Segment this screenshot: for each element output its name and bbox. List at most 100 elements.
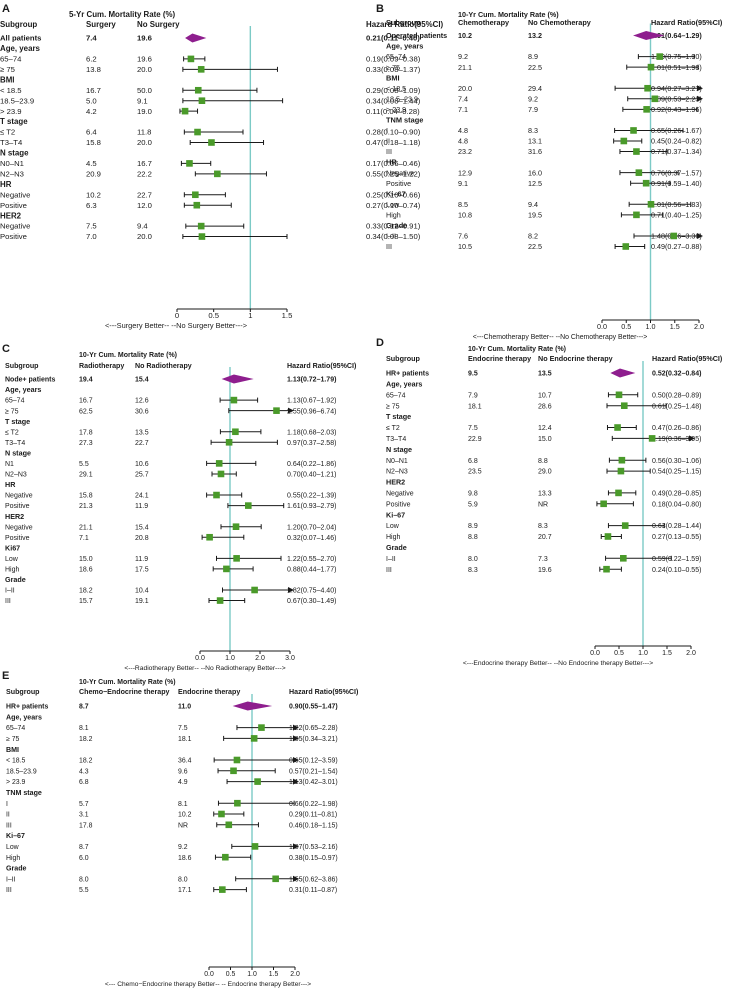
overall-label: All patients <box>0 34 41 43</box>
subgroup-row-label: Negative <box>0 222 30 231</box>
hr-point-marker <box>225 821 233 829</box>
subgroup-row-hr-text: 1.22(0.65–2.28) <box>289 725 338 732</box>
subgroup-row-value-a: 15.7 <box>79 598 93 605</box>
subgroup-row-hr-text: 0.47(0.18–1.18) <box>366 138 421 147</box>
header-group-a: Radiotherapy <box>79 362 124 370</box>
overall-hr-text: 0.90(0.55–1.47) <box>289 704 338 711</box>
subgroup-title: Age, years <box>386 42 423 51</box>
hr-point-marker <box>615 489 622 497</box>
hr-point-marker <box>644 84 651 92</box>
subgroup-row-label: 65–74 <box>386 52 406 61</box>
x-axis-tick-label: 1.0 <box>225 655 235 662</box>
header-group-b: No Surgery <box>137 20 180 29</box>
subgroup-row-value-a: 7.0 <box>86 232 97 241</box>
overall-label: HR+ patients <box>386 371 429 378</box>
subgroup-row-value-b: 8.3 <box>528 126 538 135</box>
subgroup-row-hr-text: 0.47(0.26–0.86) <box>652 425 701 432</box>
subgroup-row-label: I–II <box>6 876 16 883</box>
subgroup-row-value-b: 16.7 <box>137 159 152 168</box>
subgroup-row-label: ≥ 75 <box>0 65 15 74</box>
subgroup-row-hr-text: 0.70(0.40–1.21) <box>287 472 336 479</box>
header-group-a: Chemotherapy <box>458 18 510 27</box>
subgroup-row-value-b: 8.9 <box>528 52 538 61</box>
overall-value-b: 13.5 <box>538 371 552 378</box>
subgroup-row-hr-text: 0.54(0.25–1.15) <box>652 469 701 476</box>
subgroup-row-hr-text: 0.71(0.40–1.25) <box>651 210 702 219</box>
subgroup-row-label: Negative <box>5 493 33 500</box>
overall-diamond <box>633 31 665 40</box>
subgroup-row-label: III <box>386 147 392 156</box>
forest-panel-d: D 10-Yr Cum. Mortality Rate (%) Subgroup En… <box>376 337 723 667</box>
subgroup-row-value-a: 17.8 <box>79 822 93 829</box>
subgroup-row-value-b: 18.1 <box>178 736 192 743</box>
subgroup-row-value-a: 5.0 <box>86 96 97 105</box>
subgroup-row-value-b: 7.5 <box>178 725 188 732</box>
header-group-a: Endocrine therapy <box>468 354 531 363</box>
header-group-b: Endocrine therapy <box>178 688 240 696</box>
hr-point-marker <box>233 555 240 562</box>
hr-point-marker <box>192 191 199 199</box>
subgroup-row-label: 65–74 <box>0 55 22 64</box>
subgroup-row-value-b: 15.0 <box>538 436 552 443</box>
subgroup-row-value-b: 31.6 <box>528 147 542 156</box>
subgroup-row-label: Positive <box>0 201 27 210</box>
subgroup-row-label: Positive <box>386 179 411 188</box>
subgroup-title: Age, years <box>0 44 41 53</box>
subgroup-row-label: Negative <box>0 190 30 199</box>
subgroup-row-value-a: 21.1 <box>79 524 93 531</box>
subgroup-row-hr-text: 0.45(0.24–0.82) <box>651 137 702 146</box>
subgroup-row-label: T3–T4 <box>5 440 25 447</box>
subgroup-title: T stage <box>386 412 411 421</box>
subgroup-title: Age, years <box>386 380 422 389</box>
x-axis-tick-label: 0.5 <box>226 971 236 978</box>
hr-point-marker <box>272 875 279 883</box>
hr-point-marker <box>222 853 229 861</box>
hr-point-marker <box>194 86 202 94</box>
subgroup-row-value-a: 13.8 <box>86 65 101 74</box>
ci-arrow-upper <box>293 757 299 763</box>
hr-point-marker <box>234 799 241 807</box>
x-axis-tick-label: 2.0 <box>694 322 704 331</box>
hr-point-marker <box>232 523 240 530</box>
subgroup-row-value-a: 4.8 <box>458 126 468 135</box>
subgroup-title: TNM stage <box>6 789 42 797</box>
subgroup-row-hr-text: 0.11(0.04–0.28) <box>366 107 420 116</box>
subgroup-row-value-b: 12.5 <box>528 179 542 188</box>
subgroup-row-hr-text: 0.29(0.11–0.81) <box>289 812 337 819</box>
subgroup-row-value-a: 7.4 <box>458 94 468 103</box>
subgroup-row-hr-text: 0.24(0.10–0.55) <box>652 567 701 574</box>
subgroup-row-label: Positive <box>0 232 27 241</box>
x-axis-tick-label: 0.0 <box>590 650 600 657</box>
overall-value-b: 19.6 <box>137 34 152 43</box>
subgroup-row-value-a: 9.8 <box>468 491 478 498</box>
subgroup-row-label: High <box>5 567 20 574</box>
hr-point-marker <box>215 460 223 467</box>
subgroup-row-hr-text: 0.19(0.09–0.38) <box>366 55 421 64</box>
hr-point-marker <box>194 128 201 136</box>
subgroup-row-hr-text: 0.29(0.08–1.09) <box>366 86 421 95</box>
subgroup-row-value-b: 28.6 <box>538 403 552 410</box>
hr-point-marker <box>198 233 206 240</box>
hr-point-marker <box>633 148 640 155</box>
hr-point-marker <box>186 160 193 167</box>
overall-value-b: 15.4 <box>135 377 149 384</box>
subgroup-title: Grade <box>5 575 26 584</box>
subgroup-row-hr-text: 0.17(0.06–0.46) <box>366 159 421 168</box>
subgroup-row-value-b: 13.5 <box>135 429 149 436</box>
subgroup-row-label: III <box>6 887 12 894</box>
subgroup-row-label: ≥ 75 <box>5 408 19 415</box>
subgroup-row-value-a: 16.7 <box>79 398 93 405</box>
subgroup-row-value-b: 20.0 <box>137 232 152 241</box>
hr-point-marker <box>250 735 258 742</box>
subgroup-row-value-b: 7.3 <box>538 556 548 563</box>
hr-point-marker <box>670 232 678 240</box>
subgroup-row-hr-text: 0.18(0.04–0.80) <box>652 501 701 508</box>
subgroup-row-value-b: 20.8 <box>135 535 149 542</box>
subgroup-row-value-b: 9.4 <box>528 200 538 209</box>
subgroup-row-hr-text: 0.97(0.37–2.58) <box>287 440 336 447</box>
hr-point-marker <box>258 724 265 731</box>
subgroup-row-value-a: 6.0 <box>79 855 89 862</box>
hr-point-marker <box>181 107 189 115</box>
subgroup-row-value-a: 10.5 <box>458 242 472 251</box>
overall-hr-text: 1.13(0.72–1.79) <box>287 377 336 384</box>
